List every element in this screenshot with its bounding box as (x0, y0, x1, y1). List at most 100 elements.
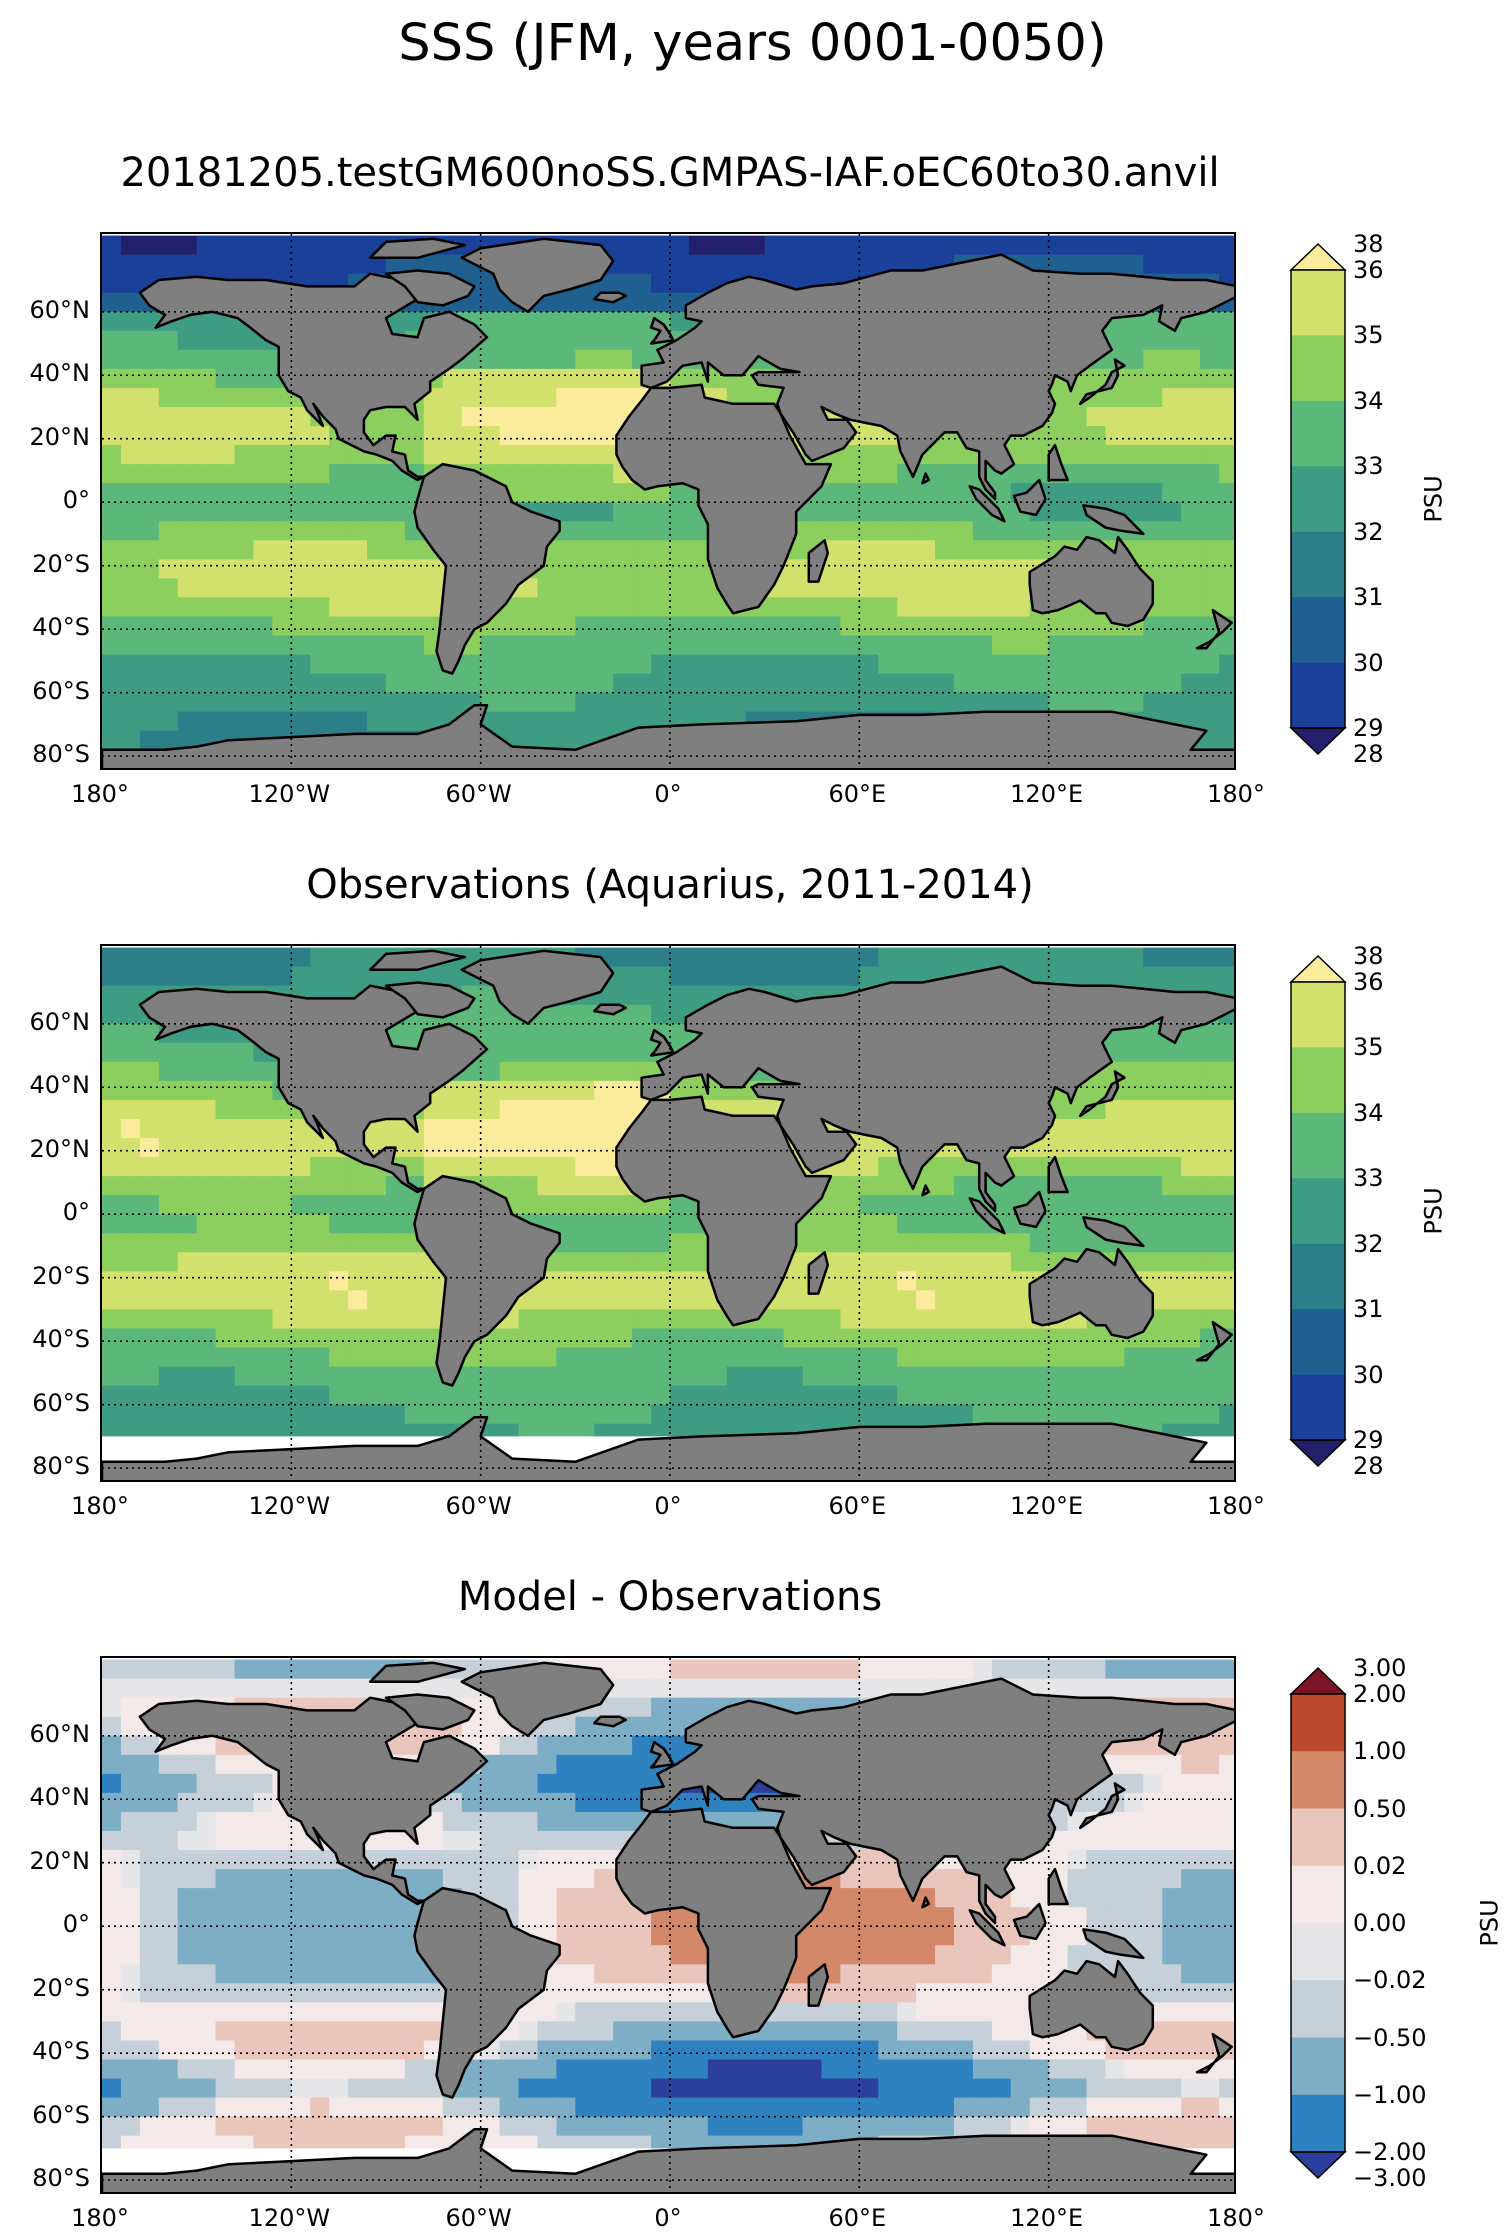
field-cell (102, 521, 122, 541)
field-cell (1181, 1811, 1201, 1832)
field-cell (348, 2002, 368, 2023)
field-cell (859, 1271, 879, 1291)
field-cell (613, 1697, 633, 1718)
field-cell (1219, 1080, 1234, 1101)
landmass-greenland (460, 237, 615, 314)
field-cell (1181, 1233, 1201, 1253)
field-cell (688, 1792, 709, 1813)
field-cell (291, 406, 311, 427)
field-cell (594, 387, 614, 408)
field-cell (177, 1347, 198, 1368)
field-cell (102, 1023, 122, 1044)
field-cell (404, 1138, 425, 1158)
field-cell (897, 1385, 917, 1406)
field-cell (329, 635, 349, 656)
field-cell (518, 616, 539, 637)
field-cell (215, 1850, 236, 1870)
field-cell (386, 2078, 406, 2099)
field-cell (1124, 1888, 1144, 1908)
field-cell (1124, 1811, 1144, 1832)
field-cell (120, 1830, 141, 1851)
field-cell (253, 1118, 273, 1139)
field-cell (575, 2078, 595, 2099)
field-cell (670, 578, 690, 599)
field-cell (518, 445, 539, 465)
field-cell (404, 540, 425, 560)
field-cell (670, 947, 690, 968)
field-cell (613, 311, 633, 332)
field-cell (177, 445, 198, 465)
field-cell (423, 426, 444, 446)
field-cell (802, 1347, 823, 1368)
field-cell (537, 406, 557, 427)
field-cell (594, 406, 614, 427)
field-cell (935, 1214, 955, 1234)
field-cell (291, 2002, 311, 2023)
field-cell (1162, 635, 1182, 656)
field-cell (158, 464, 179, 484)
field-cell (253, 1099, 273, 1120)
field-cell (1200, 445, 1220, 465)
field-cell (367, 2002, 387, 2023)
field-cell (215, 1290, 236, 1311)
field-cell (1219, 1945, 1234, 1965)
colorbar-tick-label: 32 (1353, 517, 1384, 546)
field-cell (120, 368, 141, 389)
field-cell (253, 1945, 273, 1965)
field-cell (972, 1983, 993, 2003)
field-cell (310, 1907, 330, 1927)
field-cell (613, 711, 633, 732)
field-cell (821, 654, 841, 675)
field-cell (1010, 2002, 1031, 2023)
field-cell (1162, 1811, 1182, 1832)
field-cell (120, 1404, 141, 1425)
field-cell (972, 1964, 993, 1984)
field-cell (367, 673, 387, 694)
field-cell (1029, 1888, 1050, 1908)
field-cell (348, 1385, 368, 1406)
colorbar-segment (1291, 531, 1345, 598)
field-cell (102, 406, 122, 427)
field-cell (1124, 1195, 1144, 1215)
field-cell (499, 1176, 520, 1196)
field-cell (1067, 1347, 1088, 1368)
field-cell (1162, 483, 1182, 503)
field-cell (1219, 1964, 1234, 1984)
field-cell (499, 1773, 520, 1794)
field-cell (158, 387, 179, 408)
field-cell (954, 1233, 974, 1253)
field-cell (1162, 1888, 1182, 1908)
field-cell (1162, 1385, 1182, 1406)
field-cell (1067, 1233, 1088, 1253)
field-cell (954, 521, 974, 541)
field-cell (234, 1157, 255, 1177)
field-cell (632, 311, 652, 332)
field-cell (158, 673, 179, 694)
field-cell (935, 597, 955, 618)
field-cell (651, 947, 671, 968)
field-cell (1143, 1869, 1163, 1889)
field-cell (1010, 1385, 1031, 1406)
field-cell (575, 1888, 595, 1908)
field-cell (1048, 1347, 1069, 1368)
field-cell (196, 540, 217, 560)
field-cell (234, 1659, 255, 1680)
field-cell (310, 1481, 330, 1482)
field-cell (120, 1118, 141, 1139)
field-cell (594, 2021, 614, 2042)
field-cell (1200, 1271, 1220, 1291)
field-cell (859, 1926, 879, 1946)
field-cell (120, 502, 141, 522)
field-cell (991, 1907, 1012, 1927)
field-cell (745, 966, 766, 987)
field-cell (1219, 349, 1234, 370)
field-cell (1124, 330, 1144, 351)
field-cell (215, 521, 236, 541)
field-cell (120, 1754, 141, 1775)
field-cell (386, 1309, 406, 1330)
field-cell (196, 947, 217, 968)
field-cell (1086, 1176, 1107, 1196)
field-cell (120, 1157, 141, 1177)
field-cell (556, 1773, 576, 1794)
field-cell (670, 1945, 690, 1965)
